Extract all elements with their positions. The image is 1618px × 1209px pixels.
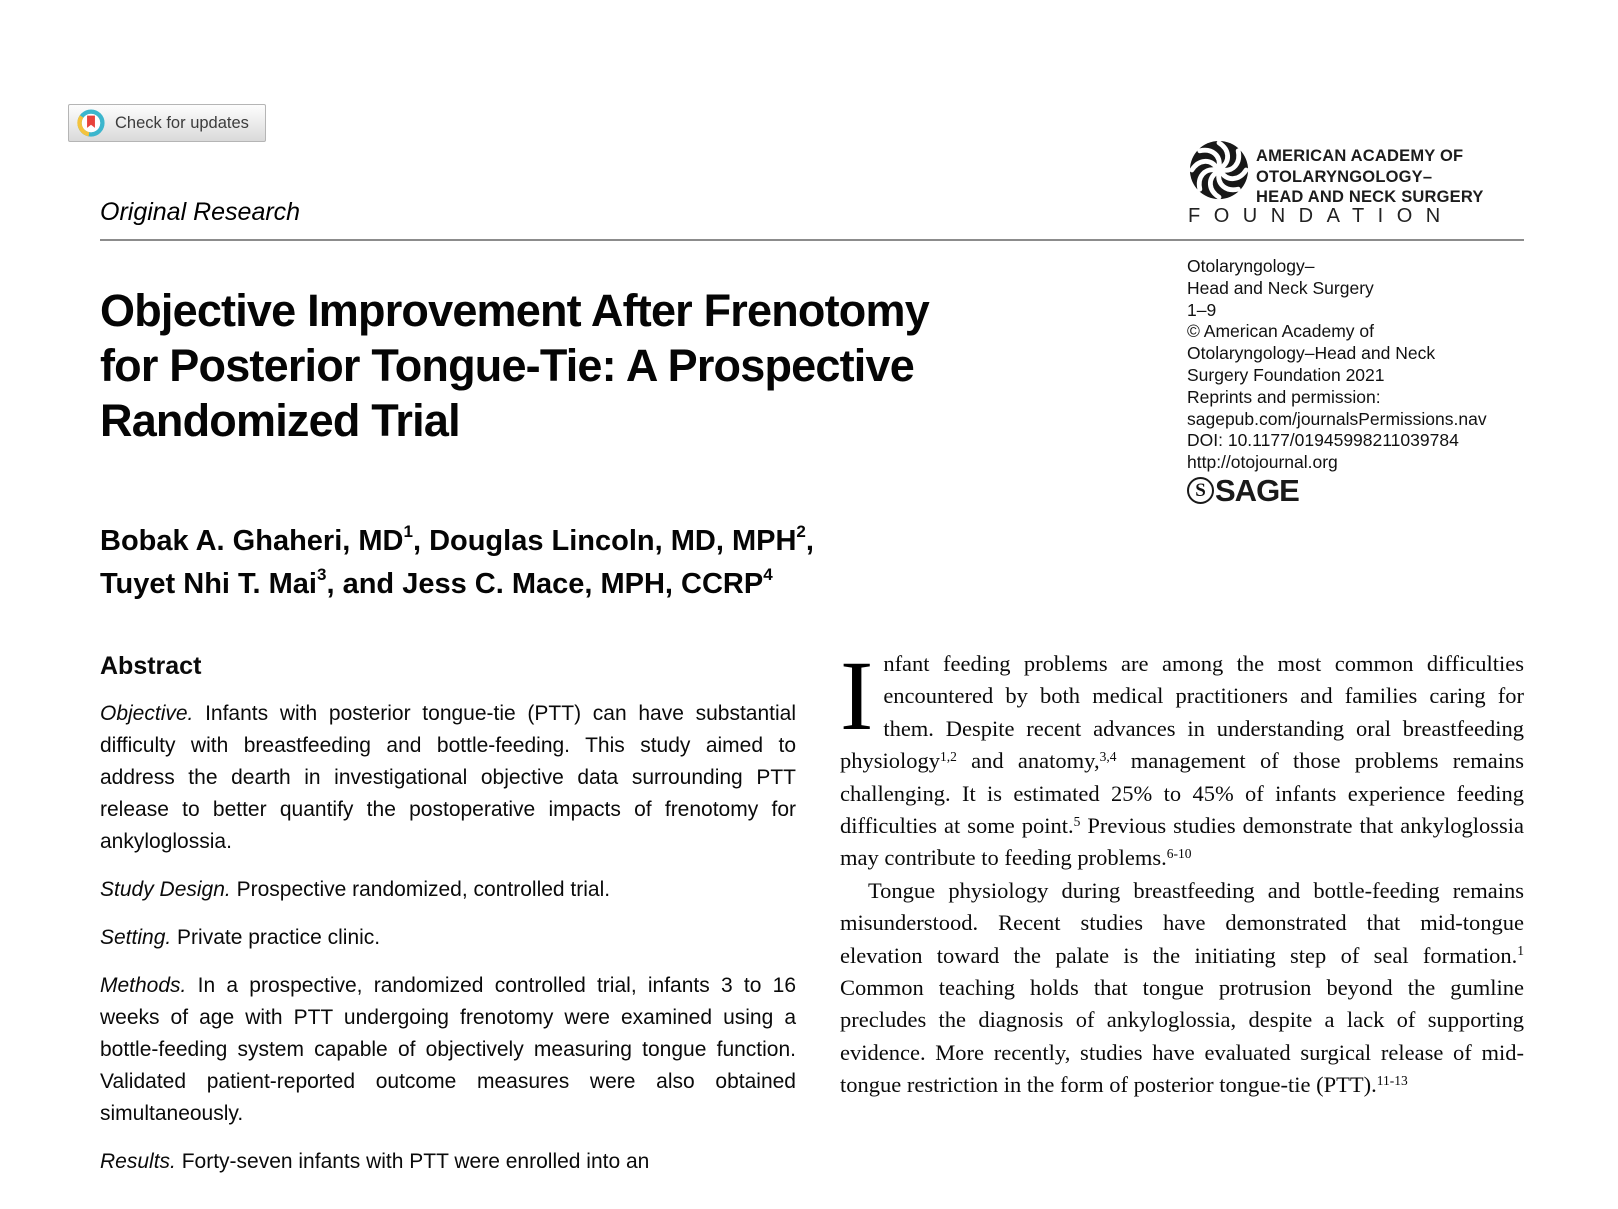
citation-ref: 11- bbox=[1376, 1072, 1395, 1088]
aao-hnsf-swirl-logo-icon bbox=[1189, 140, 1249, 200]
masthead-org-name: AMERICAN ACADEMY OF OTOLARYNGOLOGY– HEAD… bbox=[1256, 146, 1484, 208]
citation-ref: 6-10 bbox=[1166, 846, 1192, 862]
intro-text-run: Common teaching holds that tongue protru… bbox=[840, 975, 1524, 1098]
citation-ref: 1 bbox=[1517, 943, 1524, 959]
abstract-label: Methods. bbox=[100, 974, 187, 997]
author-affiliation-ref: 1 bbox=[403, 522, 413, 542]
author-name: Douglas Lincoln, MD, MPH bbox=[429, 525, 797, 557]
author-line: Tuyet Nhi T. Mai3, and Jess C. Mace, MPH… bbox=[100, 563, 1100, 606]
sage-logo: S SAGE bbox=[1187, 472, 1547, 508]
masthead-org-line: OTOLARYNGOLOGY– bbox=[1256, 167, 1433, 186]
journal-copyright-line: © American Academy of bbox=[1187, 321, 1375, 342]
author-byline: Bobak A. Ghaheri, MD1, Douglas Lincoln, … bbox=[100, 520, 1100, 606]
abstract-label: Results. bbox=[100, 1150, 176, 1173]
journal-name-line: Head and Neck Surgery bbox=[1187, 277, 1374, 298]
intro-paragraph-2: Tongue physiology during breastfeeding a… bbox=[840, 875, 1524, 1102]
article-title-line: Objective Improvement After Frenotomy bbox=[100, 285, 930, 336]
intro-text-run: nfant feeding problems are among the mos… bbox=[840, 651, 1524, 774]
intro-text-run: and anatomy, bbox=[956, 748, 1100, 774]
article-title-line: Randomized Trial bbox=[100, 395, 461, 446]
masthead-foundation-label: FOUNDATION bbox=[1188, 205, 1454, 227]
abstract-text: In a prospective, randomized controlled … bbox=[100, 974, 796, 1125]
citation-ref: 3,4 bbox=[1099, 748, 1117, 764]
citation-ref: 13 bbox=[1394, 1072, 1408, 1088]
author-affiliation-ref: 4 bbox=[763, 565, 773, 585]
author-line: Bobak A. Ghaheri, MD1, Douglas Lincoln, … bbox=[100, 520, 1100, 563]
doi-line: DOI: 10.1177/01945998211039784 bbox=[1187, 430, 1459, 451]
abstract-text: Private practice clinic. bbox=[171, 926, 381, 949]
section-kicker: Original Research bbox=[100, 198, 301, 226]
abstract-label: Study Design. bbox=[100, 878, 231, 901]
check-for-updates-label: Check for updates bbox=[115, 113, 249, 132]
author-separator: , bbox=[412, 525, 430, 557]
masthead-org-line: AMERICAN ACADEMY OF bbox=[1256, 147, 1464, 165]
sage-circle-s-icon: S bbox=[1187, 476, 1214, 504]
journal-info-block: Otolaryngology– Head and Neck Surgery 1–… bbox=[1187, 256, 1547, 508]
article-title: Objective Improvement After Frenotomy fo… bbox=[100, 283, 1180, 448]
abstract-setting-paragraph: Setting. Private practice clinic. bbox=[100, 922, 796, 954]
header-rule bbox=[100, 239, 1524, 241]
author-name: Jess C. Mace, MPH, CCRP bbox=[402, 568, 764, 600]
body-columns: Abstract Objective. Infants with posteri… bbox=[100, 640, 1524, 1194]
abstract-heading: Abstract bbox=[100, 652, 202, 680]
author-name: Tuyet Nhi T. Mai bbox=[100, 568, 317, 600]
abstract-label: Setting. bbox=[100, 926, 172, 949]
journal-url[interactable]: http://otojournal.org bbox=[1187, 452, 1338, 473]
abstract-results-paragraph: Results. Forty-seven infants with PTT we… bbox=[100, 1146, 796, 1178]
journal-reprints-label: Reprints and permission: bbox=[1187, 386, 1381, 407]
masthead-org-line: HEAD AND NECK SURGERY bbox=[1256, 188, 1484, 206]
intro-text-run: Tongue physiology during breastfeeding a… bbox=[840, 877, 1524, 968]
intro-text-run: Previous studies demonstrate that ankylo… bbox=[840, 813, 1524, 871]
sage-wordmark: SAGE bbox=[1215, 472, 1300, 508]
permissions-url[interactable]: sagepub.com/journalsPermissions.nav bbox=[1187, 408, 1487, 429]
author-affiliation-ref: 3 bbox=[316, 565, 327, 585]
abstract-text: Prospective randomized, controlled trial… bbox=[230, 878, 611, 901]
author-separator: , and bbox=[326, 568, 403, 600]
abstract-objective-paragraph: Objective. Infants with posterior tongue… bbox=[100, 698, 796, 858]
journal-copyright-line: Surgery Foundation 2021 bbox=[1187, 364, 1385, 385]
article-title-line: for Posterior Tongue-Tie: A Prospective bbox=[100, 340, 915, 391]
abstract-text: Infants with posterior tongue-tie (PTT) … bbox=[100, 702, 796, 853]
abstract-methods-paragraph: Methods. In a prospective, randomized co… bbox=[100, 970, 796, 1130]
crossmark-icon bbox=[77, 109, 105, 137]
abstract-column: Abstract Objective. Infants with posteri… bbox=[100, 648, 796, 1194]
check-for-updates-button[interactable]: Check for updates bbox=[68, 104, 266, 142]
citation-ref: 1,2 bbox=[940, 748, 957, 764]
intro-text-run: management of those problems remains cha… bbox=[840, 748, 1524, 839]
journal-copyright-line: Otolaryngology–Head and Neck bbox=[1187, 343, 1436, 364]
abstract-label: Objective. bbox=[100, 702, 194, 725]
author-separator: , bbox=[805, 525, 814, 557]
journal-pages: 1–9 bbox=[1187, 299, 1217, 320]
author-name: Bobak A. Ghaheri, MD bbox=[100, 525, 404, 557]
journal-name-line: Otolaryngology– bbox=[1187, 256, 1315, 276]
author-affiliation-ref: 2 bbox=[796, 522, 806, 542]
citation-ref: 5 bbox=[1073, 813, 1081, 829]
dropcap-letter: I bbox=[840, 640, 874, 751]
abstract-text: Forty-seven infants with PTT were enroll… bbox=[175, 1150, 650, 1173]
abstract-study-design-paragraph: Study Design. Prospective randomized, co… bbox=[100, 874, 796, 906]
